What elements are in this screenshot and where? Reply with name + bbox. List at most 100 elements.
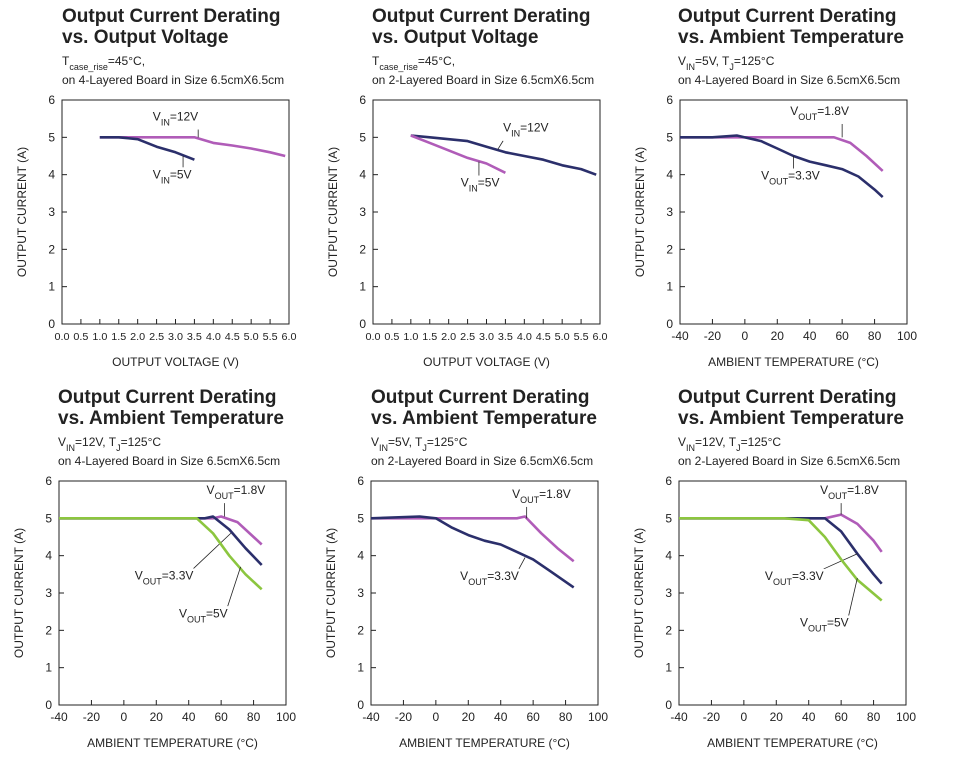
- y-tick-label: 6: [665, 474, 672, 488]
- chart-subtitle-part: =5V, T: [695, 54, 730, 68]
- chart-subtitle-part: =125°C: [734, 54, 775, 68]
- chart-subtitle: on 4-Layered Board in Size 6.5cmX6.5cm: [678, 73, 900, 87]
- x-tick-label: 20: [462, 710, 476, 724]
- chart-subtitle: VIN=5V, TJ=125°C: [371, 435, 468, 453]
- y-tick-label: 3: [45, 586, 52, 600]
- y-tick-label: 1: [45, 661, 52, 675]
- series-label: VOUT=3.3V: [765, 569, 824, 587]
- series-label: VIN=5V: [153, 167, 192, 185]
- series-label: VIN=5V: [461, 176, 500, 194]
- label-bg: [789, 103, 850, 124]
- y-tick-label: 2: [357, 623, 364, 637]
- x-tick-label: 6.0: [593, 332, 608, 343]
- chart-title: vs. Ambient Temperature: [371, 408, 597, 429]
- series-label: VOUT=1.8V: [512, 487, 571, 505]
- series-line: [410, 134, 597, 176]
- series-label-part: =1.8V: [847, 483, 879, 497]
- y-tick-label: 2: [665, 623, 672, 637]
- y-tick-label: 2: [666, 242, 673, 256]
- x-tick-label: 2.5: [460, 332, 475, 343]
- label-bg: [459, 568, 520, 589]
- label-bg: [798, 615, 850, 636]
- series-label-part: V: [790, 104, 798, 118]
- chart-subtitle: on 2-Layered Board in Size 6.5cmX6.5cm: [678, 454, 900, 468]
- series-label-part: V: [135, 569, 143, 583]
- plot-frame: [61, 99, 290, 325]
- x-tick-label: -20: [395, 710, 413, 724]
- label-bg: [459, 175, 501, 196]
- y-tick-label: 3: [359, 205, 366, 219]
- series-label-part: V: [460, 569, 468, 583]
- y-tick-label: 1: [666, 280, 673, 294]
- y-tick-label: 3: [48, 205, 55, 219]
- series-label-part: OUT: [215, 491, 235, 501]
- x-tick-label: 0: [742, 329, 749, 343]
- series-label-part: =3.3V: [162, 569, 194, 583]
- label-bg: [763, 568, 825, 589]
- x-tick-label: -40: [671, 329, 689, 343]
- series-label: VOUT=1.8V: [820, 483, 879, 501]
- y-axis-label: OUTPUT CURRENT (A): [12, 528, 26, 658]
- series-label-part: OUT: [798, 112, 818, 122]
- label-bg: [760, 168, 821, 189]
- series-label-part: =3.3V: [788, 169, 820, 183]
- series-label-part: IN: [161, 118, 170, 128]
- series-label-part: V: [765, 569, 773, 583]
- x-tick-label: 4.0: [517, 332, 532, 343]
- x-tick-label: 100: [588, 710, 608, 724]
- label-bg: [133, 568, 195, 589]
- x-tick-label: 20: [770, 710, 784, 724]
- series-label-part: =3.3V: [487, 569, 519, 583]
- x-tick-label: -40: [670, 710, 688, 724]
- chart-subtitle-part: J: [729, 62, 734, 72]
- x-tick-label: 1.5: [111, 332, 126, 343]
- series-label-part: =5V: [170, 167, 192, 181]
- series-line: [59, 517, 263, 591]
- series-label-part: IN: [469, 184, 478, 194]
- x-tick-label: 5.5: [574, 332, 589, 343]
- label-bg: [502, 120, 550, 141]
- series-line: [371, 515, 575, 563]
- chart-subtitle-part: =45°C,: [108, 54, 145, 68]
- chart-subtitle-part: IN: [686, 443, 695, 453]
- y-axis-label: OUTPUT CURRENT (A): [15, 147, 29, 277]
- series-label-part: OUT: [769, 177, 789, 187]
- chart-subtitle: VIN=5V, TJ=125°C: [678, 54, 775, 72]
- y-axis-label: OUTPUT CURRENT (A): [633, 147, 647, 277]
- series-label-part: =5V: [206, 606, 228, 620]
- y-tick-label: 6: [45, 474, 52, 488]
- chart-subtitle: on 2-Layered Board in Size 6.5cmX6.5cm: [372, 73, 594, 87]
- series-label: VIN=12V: [153, 110, 198, 128]
- x-tick-label: 20: [771, 329, 785, 343]
- x-tick-label: 2.0: [130, 332, 145, 343]
- y-tick-label: 5: [359, 130, 366, 144]
- x-tick-label: 0.0: [366, 332, 381, 343]
- series-label-part: OUT: [143, 577, 163, 587]
- chart-title: vs. Ambient Temperature: [678, 27, 904, 48]
- y-tick-label: 4: [666, 168, 673, 182]
- x-tick-label: 4.0: [206, 332, 221, 343]
- series-label-part: V: [761, 169, 769, 183]
- y-tick-label: 5: [48, 130, 55, 144]
- y-tick-label: 1: [48, 280, 55, 294]
- label-leader: [497, 140, 504, 150]
- chart-subtitle-part: case_rise: [379, 62, 418, 72]
- series-label: VOUT=3.3V: [135, 569, 194, 587]
- series-label-part: OUT: [773, 577, 793, 587]
- y-tick-label: 4: [357, 549, 364, 563]
- series-label-part: IN: [511, 129, 520, 139]
- series-label-part: OUT: [187, 614, 207, 624]
- chart-title: vs. Output Voltage: [372, 27, 538, 48]
- y-tick-label: 6: [48, 93, 55, 107]
- y-tick-label: 3: [666, 205, 673, 219]
- x-tick-label: 3.5: [498, 332, 513, 343]
- x-tick-label: 40: [803, 329, 817, 343]
- series-label: VOUT=1.8V: [790, 104, 849, 122]
- x-tick-label: 80: [867, 710, 881, 724]
- chart-title: Output Current Derating: [372, 6, 591, 27]
- chart-title: Output Current Derating: [678, 387, 897, 408]
- chart-subtitle-part: T: [62, 54, 70, 68]
- label-leader: [823, 553, 858, 570]
- x-tick-label: -20: [703, 710, 721, 724]
- series-line: [679, 517, 883, 602]
